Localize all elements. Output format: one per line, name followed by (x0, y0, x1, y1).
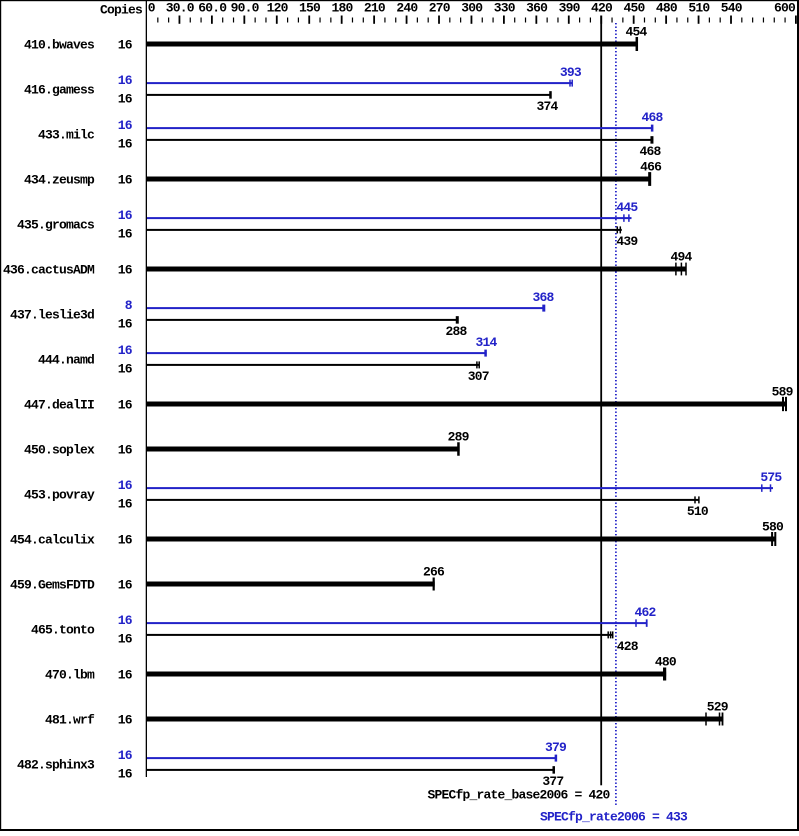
svg-text:16: 16 (118, 361, 133, 376)
svg-text:445: 445 (616, 200, 638, 215)
svg-text:16: 16 (118, 496, 133, 511)
svg-text:510: 510 (687, 504, 709, 519)
svg-text:436.cactusADM: 436.cactusADM (3, 263, 95, 278)
svg-text:416.gamess: 416.gamess (24, 83, 95, 98)
svg-text:30.0: 30.0 (166, 0, 195, 15)
svg-text:16: 16 (118, 91, 133, 106)
svg-text:575: 575 (760, 470, 782, 485)
svg-text:210: 210 (364, 0, 386, 15)
svg-text:420: 420 (591, 0, 613, 15)
svg-text:270: 270 (429, 0, 451, 15)
svg-text:482.sphinx3: 482.sphinx3 (17, 758, 95, 773)
svg-text:434.zeusmp: 434.zeusmp (24, 173, 95, 188)
svg-text:360: 360 (526, 0, 548, 15)
svg-text:289: 289 (448, 430, 470, 445)
svg-text:470.lbm: 470.lbm (45, 668, 95, 683)
svg-text:439: 439 (616, 234, 638, 249)
svg-text:540: 540 (721, 0, 743, 15)
svg-text:16: 16 (118, 578, 133, 593)
svg-text:480: 480 (655, 655, 677, 670)
svg-text:288: 288 (445, 324, 467, 339)
svg-text:377: 377 (542, 774, 563, 789)
svg-text:437.leslie3d: 437.leslie3d (10, 308, 94, 323)
svg-text:150: 150 (299, 0, 321, 15)
svg-text:90.0: 90.0 (231, 0, 260, 15)
svg-text:459.GemsFDTD: 459.GemsFDTD (10, 578, 95, 593)
svg-text:16: 16 (118, 173, 133, 188)
svg-text:16: 16 (118, 613, 133, 628)
svg-text:16: 16 (118, 713, 133, 728)
svg-text:589: 589 (772, 385, 794, 400)
svg-text:16: 16 (118, 668, 133, 683)
svg-text:8: 8 (125, 298, 133, 313)
svg-text:447.dealII: 447.dealII (24, 398, 94, 413)
svg-text:433.milc: 433.milc (38, 128, 95, 143)
svg-text:580: 580 (762, 520, 784, 535)
svg-text:466: 466 (640, 160, 662, 175)
svg-text:468: 468 (641, 110, 663, 125)
svg-text:465.tonto: 465.tonto (31, 623, 95, 638)
svg-text:300: 300 (461, 0, 483, 15)
svg-text:16: 16 (118, 38, 133, 53)
svg-text:454: 454 (625, 25, 647, 40)
svg-text:374: 374 (536, 99, 558, 114)
svg-text:510: 510 (688, 0, 710, 15)
svg-text:266: 266 (423, 565, 445, 580)
svg-text:393: 393 (560, 65, 582, 80)
svg-text:16: 16 (118, 226, 133, 241)
svg-text:480: 480 (656, 0, 678, 15)
svg-text:481.wrf: 481.wrf (45, 713, 95, 728)
svg-text:529: 529 (707, 700, 729, 715)
svg-text:450.soplex: 450.soplex (24, 443, 95, 458)
svg-text:60.0: 60.0 (198, 0, 227, 15)
svg-text:16: 16 (118, 398, 133, 413)
svg-text:180: 180 (331, 0, 353, 15)
svg-text:444.namd: 444.namd (38, 353, 94, 368)
svg-text:Copies: Copies (100, 2, 143, 17)
svg-text:368: 368 (532, 290, 554, 305)
svg-text:16: 16 (118, 208, 133, 223)
svg-text:600: 600 (774, 0, 796, 15)
svg-text:16: 16 (118, 118, 133, 133)
svg-text:16: 16 (118, 533, 133, 548)
svg-text:390: 390 (559, 0, 581, 15)
svg-text:16: 16 (118, 631, 133, 646)
svg-text:450: 450 (623, 0, 645, 15)
svg-text:330: 330 (494, 0, 516, 15)
svg-text:SPECfp_rate2006 = 433: SPECfp_rate2006 = 433 (540, 810, 688, 825)
svg-text:120: 120 (267, 0, 289, 15)
svg-text:453.povray: 453.povray (24, 488, 95, 503)
svg-text:379: 379 (545, 740, 567, 755)
svg-text:SPECfp_rate_base2006 = 420: SPECfp_rate_base2006 = 420 (428, 787, 611, 802)
svg-text:468: 468 (639, 144, 661, 159)
svg-text:16: 16 (118, 343, 133, 358)
svg-text:462: 462 (634, 605, 656, 620)
svg-text:16: 16 (118, 136, 133, 151)
svg-text:454.calculix: 454.calculix (10, 533, 95, 548)
svg-text:16: 16 (118, 766, 133, 781)
svg-text:494: 494 (670, 250, 692, 265)
svg-text:314: 314 (475, 335, 497, 350)
svg-text:428: 428 (617, 639, 639, 654)
svg-text:0: 0 (148, 0, 156, 15)
svg-text:307: 307 (468, 369, 489, 384)
svg-text:410.bwaves: 410.bwaves (24, 38, 95, 53)
svg-text:16: 16 (118, 443, 133, 458)
svg-text:16: 16 (118, 73, 133, 88)
svg-text:16: 16 (118, 316, 133, 331)
svg-text:16: 16 (118, 748, 133, 763)
svg-text:16: 16 (118, 263, 133, 278)
svg-text:16: 16 (118, 478, 133, 493)
svg-text:435.gromacs: 435.gromacs (17, 218, 95, 233)
svg-text:240: 240 (396, 0, 418, 15)
